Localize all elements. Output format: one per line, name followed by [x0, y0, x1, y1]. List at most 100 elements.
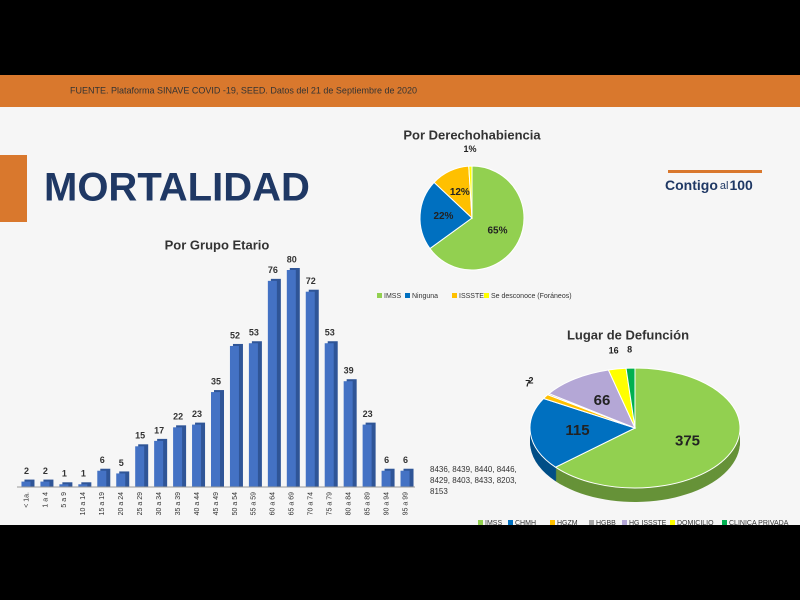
bar — [211, 392, 220, 487]
bar — [173, 427, 183, 487]
data-label: 6 — [403, 455, 408, 465]
legend-label: Ninguna — [412, 293, 438, 300]
legend-swatch — [550, 520, 555, 525]
bar — [78, 484, 88, 487]
title-accent — [0, 155, 27, 222]
bar — [381, 470, 391, 487]
source: FUENTE. Plataforma SINAVE COVID -19, SEE… — [70, 85, 417, 95]
bar — [286, 270, 296, 487]
legend-swatch — [722, 520, 727, 525]
bar — [97, 470, 107, 487]
x-tick-label: 90 a 94 — [383, 492, 390, 515]
legend-swatch — [589, 520, 594, 525]
x-tick-label: < 1a. — [23, 492, 30, 508]
data-label: 6 — [100, 455, 105, 465]
slice — [625, 367, 636, 429]
data-label: 6 — [384, 455, 389, 465]
data-label: 17 — [154, 425, 164, 435]
legend-swatch — [377, 293, 382, 298]
bar — [248, 343, 258, 487]
x-tick-label: 60 a 64 — [270, 492, 277, 515]
x-tick-label: 75 a 79 — [327, 492, 334, 515]
bar — [21, 481, 31, 487]
x-tick-label: 50 a 54 — [232, 492, 239, 515]
data-label: 39 — [344, 366, 354, 376]
x-tick-label: 1 a 4 — [42, 492, 49, 508]
data-label: 66 — [594, 392, 611, 409]
data-label: 15 — [135, 431, 145, 441]
x-tick-label: 35 a 39 — [175, 492, 182, 515]
logo-bar — [668, 170, 762, 173]
x-tick-label: 45 a 49 — [213, 492, 220, 515]
legend-label: CHMH — [515, 520, 536, 527]
legend-swatch — [670, 520, 675, 525]
legend-swatch — [622, 520, 627, 525]
x-tick-label: 55 a 59 — [251, 492, 258, 515]
slice — [468, 165, 473, 219]
data-label: 5 — [119, 458, 124, 468]
legend-swatch — [478, 520, 483, 525]
bar — [267, 280, 277, 487]
legend-swatch — [405, 293, 410, 298]
data-label: 1 — [62, 469, 67, 479]
data-label: 12% — [450, 187, 470, 198]
slice — [548, 369, 636, 429]
data-label: 65% — [487, 226, 507, 237]
charts: Por Grupo Etario 2 < 1a. 2 1 a 4 1 5 a 9 1 10 a … — [17, 127, 789, 527]
chart-title: Lugar de Defunción — [567, 327, 689, 342]
x-tick-label: 15 a 19 — [99, 492, 106, 515]
data-label: 375 — [675, 433, 700, 450]
data-label: 115 — [565, 422, 589, 439]
x-tick-label: 65 a 69 — [289, 492, 296, 515]
legend-label: CLINICA PRIVADA — [729, 520, 789, 527]
bar — [135, 446, 145, 487]
data-label: 80 — [287, 254, 297, 264]
data-label: 2 — [43, 466, 48, 476]
legend-label: DOMICILIO — [677, 520, 714, 527]
data-label: 52 — [230, 330, 240, 340]
bar — [154, 440, 164, 487]
logo: Contigo al100 — [665, 170, 762, 193]
data-label: 1% — [464, 144, 477, 154]
logo-text: Contigo al100 — [665, 177, 753, 193]
x-tick-label: 25 a 29 — [137, 492, 144, 515]
bar — [229, 345, 239, 487]
x-tick-label: 30 a 34 — [156, 492, 163, 515]
data-label: 23 — [363, 409, 373, 419]
legend-swatch — [484, 293, 489, 298]
data-label: 23 — [192, 409, 202, 419]
data-label: 53 — [325, 328, 335, 338]
bar — [40, 481, 50, 487]
header-bar — [0, 75, 800, 107]
chart-title: Por Derechohabiencia — [403, 127, 541, 142]
x-tick-label: 70 a 74 — [308, 492, 315, 515]
data-label: 22 — [173, 412, 183, 422]
bar — [324, 343, 334, 487]
legend-label: HGBB — [596, 520, 616, 527]
bar — [116, 473, 126, 487]
data-label: 53 — [249, 328, 259, 338]
data-label: 22% — [433, 211, 453, 222]
x-tick-label: 20 a 24 — [118, 492, 125, 515]
data-label: 1 — [81, 469, 86, 479]
data-label: 35 — [211, 376, 221, 386]
x-tick-label: 95 a 99 — [402, 492, 409, 515]
chart-title: Por Grupo Etario — [165, 237, 270, 252]
slice — [529, 397, 637, 468]
data-label: 72 — [306, 276, 316, 286]
legend-label: IMSS — [384, 293, 401, 300]
legend-label: Se desconoce (Foráneos) — [491, 293, 572, 300]
data-label: 76 — [268, 265, 278, 275]
x-tick-label: 80 a 84 — [346, 492, 353, 515]
legend-label: HG ISSSTE — [629, 520, 667, 527]
annotation: 8436, 8439, 8440, 8446, 8429, 8403, 8433,… — [430, 465, 517, 496]
legend-label: IMSS — [485, 520, 502, 527]
bar — [400, 470, 410, 487]
data-label: 2 — [529, 376, 534, 386]
bar — [59, 484, 69, 487]
legend-swatch — [452, 293, 457, 298]
bar — [305, 291, 315, 487]
legend-label: HGZM — [557, 520, 578, 527]
data-label: 7 — [525, 379, 530, 389]
